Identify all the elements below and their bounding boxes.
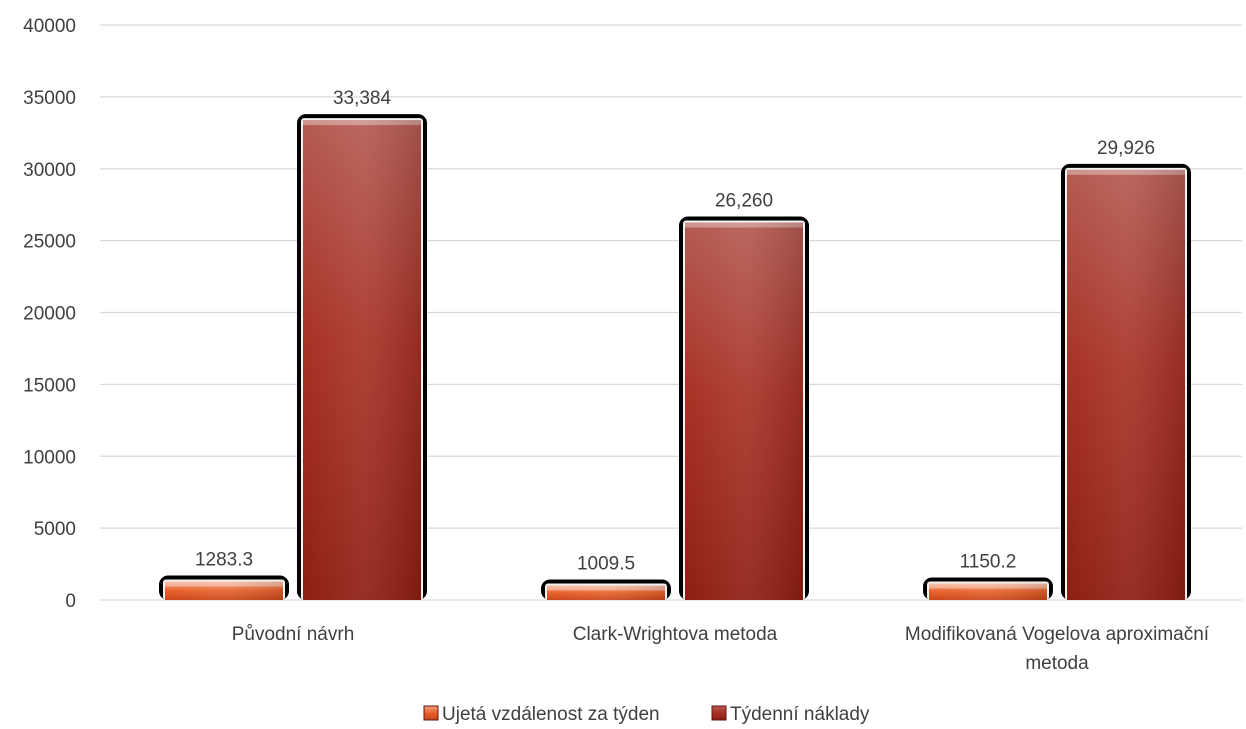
bar-shade	[303, 120, 421, 600]
legend: Ujetá vzdálenost za týden Týdenní náklady	[423, 704, 870, 725]
x-tick-label: metoda	[1025, 653, 1089, 674]
data-label: 1009.5	[577, 553, 635, 574]
bar-shade	[165, 581, 283, 600]
legend-label: Ujetá vzdálenost za týden	[442, 704, 660, 724]
legend-label: Týdenní náklady	[730, 704, 870, 724]
legend-swatch	[423, 705, 439, 721]
bar-shade	[685, 222, 803, 600]
bar-shade	[1067, 169, 1185, 600]
y-tick-label: 10000	[23, 447, 76, 468]
y-tick-label: 25000	[23, 232, 76, 253]
y-tick-label: 15000	[23, 375, 76, 396]
data-label: 33,384	[333, 88, 392, 109]
x-tick-label: Původní návrh	[232, 624, 355, 645]
y-tick-label: 0	[65, 591, 76, 612]
gridlines	[100, 24, 1242, 601]
x-axis-tick-labels: Původní návrh Clark-Wrightova metoda Modif…	[232, 624, 1210, 674]
bar-shade	[929, 583, 1047, 600]
y-tick-label: 40000	[23, 16, 76, 37]
data-label: 29,926	[1097, 138, 1155, 159]
legend-swatch	[711, 705, 727, 721]
bar-shade	[547, 585, 665, 600]
y-tick-label: 35000	[23, 88, 76, 109]
bars	[159, 114, 1191, 600]
data-labels: 1283.3 33,384 1009.5 26,260 1150.2 29,926	[195, 88, 1155, 574]
y-tick-label: 20000	[23, 304, 76, 325]
data-label: 1283.3	[195, 550, 253, 571]
x-tick-label: Clark-Wrightova metoda	[573, 624, 778, 645]
y-axis-tick-labels: 0 5000 10000 15000 20000 25000 30000 35000 40000	[23, 16, 76, 612]
data-label: 26,260	[715, 191, 773, 212]
data-label: 1150.2	[960, 551, 1017, 572]
y-tick-label: 5000	[34, 519, 76, 540]
x-tick-label: Modifikovaná Vogelova aproximační	[905, 624, 1210, 645]
y-tick-label: 30000	[23, 160, 76, 181]
